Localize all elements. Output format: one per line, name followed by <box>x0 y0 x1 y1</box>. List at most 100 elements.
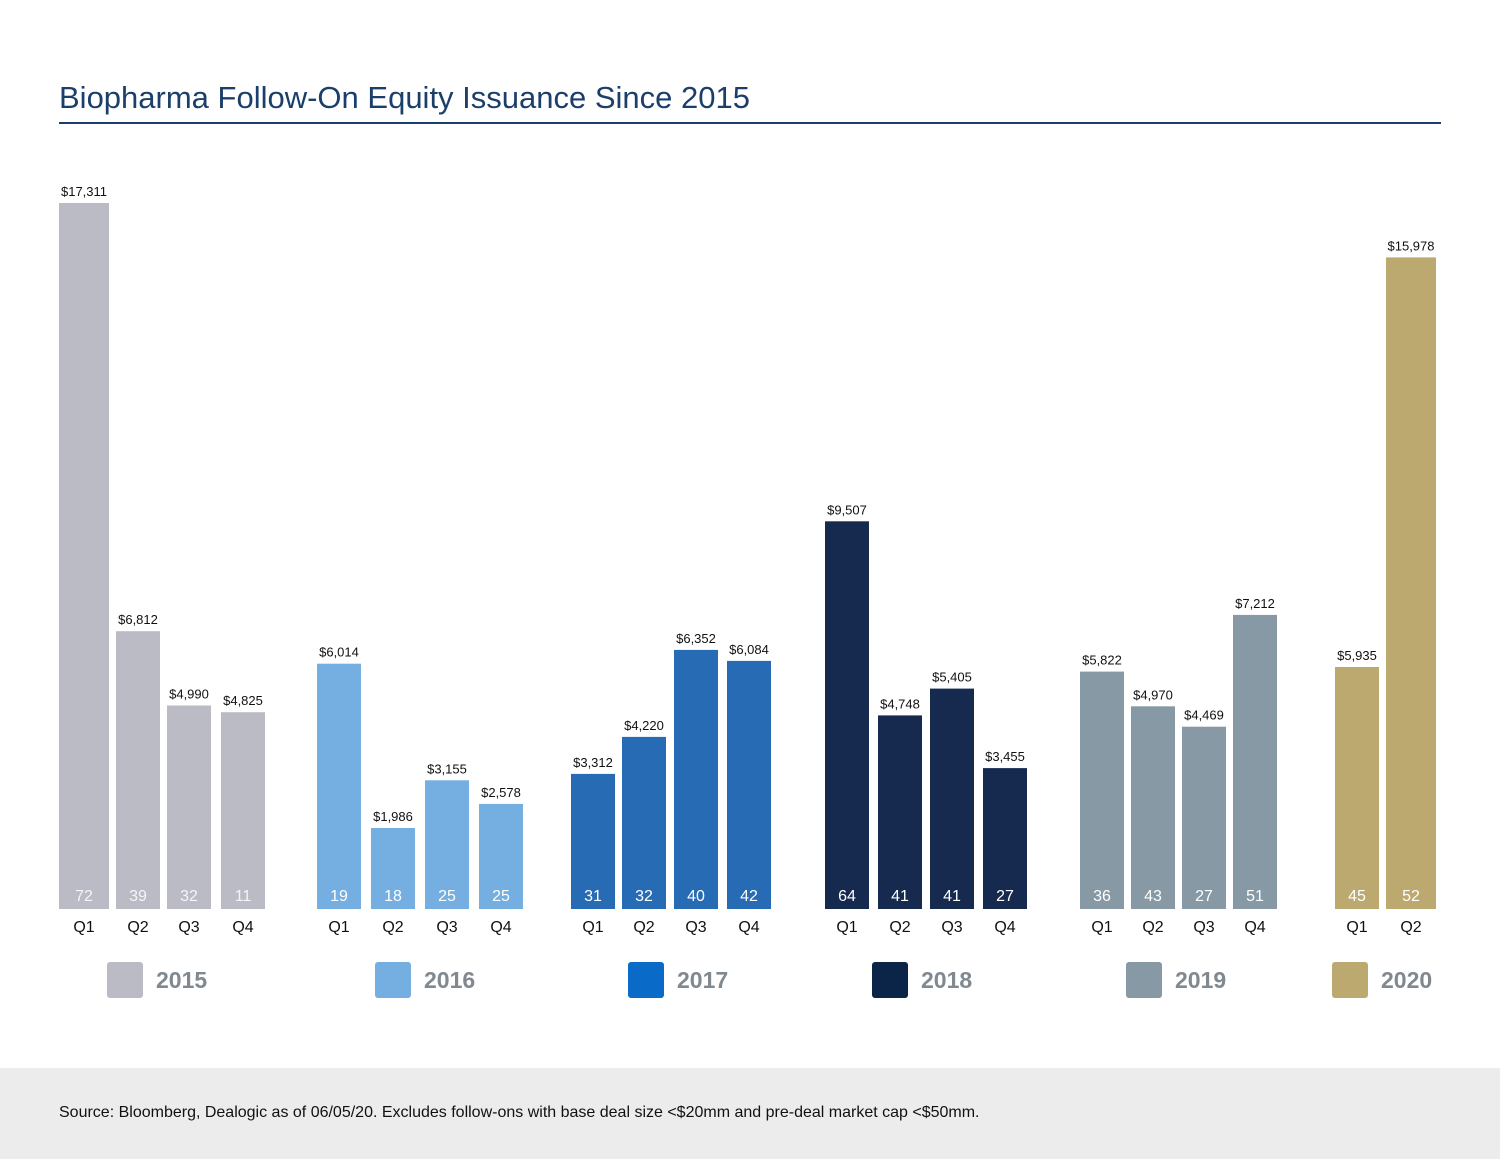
chart-title: Biopharma Follow-On Equity Issuance Sinc… <box>59 80 750 115</box>
bar-2018-q1 <box>825 521 869 909</box>
bar-2020-q2 <box>1386 257 1436 909</box>
value-label-2016-q3: $3,155 <box>427 761 467 776</box>
deal-count-2016-q3: 25 <box>438 888 456 905</box>
legend-label-2018: 2018 <box>921 967 973 993</box>
deal-count-2018-q3: 41 <box>943 888 961 905</box>
deal-count-2016-q4: 25 <box>492 888 510 905</box>
legend-label-2017: 2017 <box>677 967 729 993</box>
quarter-label-2018-q3: Q3 <box>941 919 962 936</box>
quarter-label-2017-q1: Q1 <box>582 919 603 936</box>
legend-label-2019: 2019 <box>1175 967 1227 993</box>
value-label-2018-q2: $4,748 <box>880 696 920 711</box>
legend-swatch-2016 <box>375 962 411 998</box>
deal-count-2020-q1: 45 <box>1348 888 1366 905</box>
quarter-label-2017-q3: Q3 <box>685 919 706 936</box>
legend-label-2020: 2020 <box>1381 967 1433 993</box>
quarter-label-2016-q4: Q4 <box>490 919 511 936</box>
quarter-label-2018-q4: Q4 <box>994 919 1015 936</box>
deal-count-2016-q2: 18 <box>384 888 402 905</box>
bar-2018-q2 <box>878 715 922 909</box>
value-label-2016-q2: $1,986 <box>373 809 413 824</box>
quarter-label-2020-q2: Q2 <box>1400 919 1421 936</box>
value-label-2019-q4: $7,212 <box>1235 596 1275 611</box>
deal-count-2019-q3: 27 <box>1195 888 1213 905</box>
bar-2015-q2 <box>116 631 160 909</box>
value-label-2020-q1: $5,935 <box>1337 648 1377 663</box>
source-footnote: Source: Bloomberg, Dealogic as of 06/05/… <box>59 1104 980 1121</box>
bar-2015-q1 <box>59 203 109 909</box>
bar-2017-q4 <box>727 660 771 909</box>
bar-2017-q3 <box>674 649 718 909</box>
value-label-2015-q4: $4,825 <box>223 693 263 708</box>
bar-2019-q1 <box>1080 671 1124 909</box>
bar-2019-q2 <box>1131 706 1175 909</box>
deal-count-2018-q2: 41 <box>891 888 909 905</box>
bar-2016-q1 <box>317 663 361 909</box>
value-label-2015-q2: $6,812 <box>118 612 158 627</box>
deal-count-2019-q2: 43 <box>1144 888 1162 905</box>
value-label-2017-q3: $6,352 <box>676 631 716 646</box>
deal-count-2018-q1: 64 <box>838 888 856 905</box>
legend-swatch-2019 <box>1126 962 1162 998</box>
legend-swatch-2018 <box>872 962 908 998</box>
quarter-label-2018-q2: Q2 <box>889 919 910 936</box>
legend-swatch-2020 <box>1332 962 1368 998</box>
bar-2018-q4 <box>983 768 1027 909</box>
quarter-label-2016-q1: Q1 <box>328 919 349 936</box>
bar-2015-q4 <box>221 712 265 909</box>
quarter-label-2017-q2: Q2 <box>633 919 654 936</box>
value-label-2017-q2: $4,220 <box>624 718 664 733</box>
legend-label-2016: 2016 <box>424 967 476 993</box>
footer: Source: Bloomberg, Dealogic as of 06/05/… <box>0 1068 1500 1159</box>
quarter-label-2016-q2: Q2 <box>382 919 403 936</box>
value-label-2019-q3: $4,469 <box>1184 708 1224 723</box>
value-label-2019-q2: $4,970 <box>1133 687 1173 702</box>
value-label-2018-q1: $9,507 <box>827 502 867 517</box>
deal-count-2015-q3: 32 <box>180 888 198 905</box>
bar-2020-q1 <box>1335 667 1379 909</box>
quarter-label-2015-q2: Q2 <box>127 919 148 936</box>
bar-2017-q2 <box>622 736 666 909</box>
deal-count-2017-q1: 31 <box>584 888 602 905</box>
value-label-2018-q4: $3,455 <box>985 749 1025 764</box>
deal-count-2018-q4: 27 <box>996 888 1014 905</box>
deal-count-2015-q1: 72 <box>75 888 93 905</box>
bar-2019-q4 <box>1233 614 1277 909</box>
deal-count-2016-q1: 19 <box>330 888 348 905</box>
quarter-label-2019-q3: Q3 <box>1193 919 1214 936</box>
value-label-2018-q3: $5,405 <box>932 670 972 685</box>
value-label-2019-q1: $5,822 <box>1082 653 1122 668</box>
quarter-label-2019-q2: Q2 <box>1142 919 1163 936</box>
deal-count-2017-q2: 32 <box>635 888 653 905</box>
bar-2019-q3 <box>1182 726 1226 909</box>
bar-2016-q3 <box>425 780 469 909</box>
bar-2016-q4 <box>479 803 523 909</box>
value-label-2015-q1: $17,311 <box>61 184 107 199</box>
deal-count-2017-q4: 42 <box>740 888 758 905</box>
deal-count-2015-q2: 39 <box>129 888 147 905</box>
quarter-label-2015-q3: Q3 <box>178 919 199 936</box>
quarter-label-2018-q1: Q1 <box>836 919 857 936</box>
value-label-2016-q1: $6,014 <box>319 645 359 660</box>
legend-swatch-2017 <box>628 962 664 998</box>
quarter-label-2016-q3: Q3 <box>436 919 457 936</box>
value-label-2017-q1: $3,312 <box>573 755 613 770</box>
legend-label-2015: 2015 <box>156 967 208 993</box>
quarter-label-2019-q4: Q4 <box>1244 919 1265 936</box>
deal-count-2019-q4: 51 <box>1246 888 1264 905</box>
quarter-label-2019-q1: Q1 <box>1091 919 1112 936</box>
bar-2015-q3 <box>167 705 211 909</box>
deal-count-2017-q3: 40 <box>687 888 705 905</box>
deal-count-2020-q2: 52 <box>1402 888 1420 905</box>
quarter-label-2015-q4: Q4 <box>232 919 253 936</box>
value-label-2016-q4: $2,578 <box>481 785 521 800</box>
quarter-label-2020-q1: Q1 <box>1346 919 1367 936</box>
legend-swatch-2015 <box>107 962 143 998</box>
title-divider <box>59 122 1441 124</box>
value-label-2015-q3: $4,990 <box>169 687 209 702</box>
quarter-label-2015-q1: Q1 <box>73 919 94 936</box>
quarter-label-2017-q4: Q4 <box>738 919 759 936</box>
value-label-2017-q4: $6,084 <box>729 642 769 657</box>
deal-count-2015-q4: 11 <box>235 888 252 905</box>
bar-chart: $17,311 72 Q1 $6,812 39 Q2 $4,990 32 Q3 $4,825 11 Q… <box>59 184 1436 936</box>
